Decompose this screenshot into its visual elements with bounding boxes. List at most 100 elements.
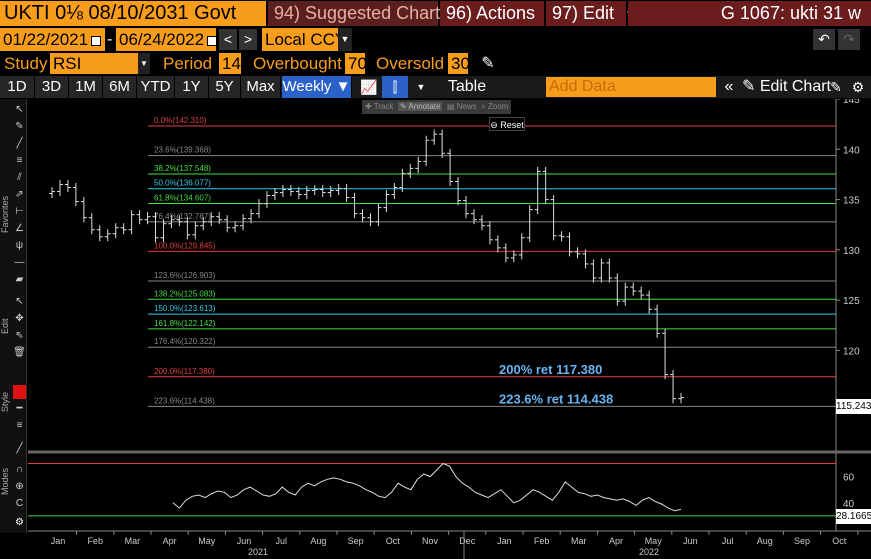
fib-level-label: 200.0%(117.380) xyxy=(154,367,215,376)
favorites-label: Favorites xyxy=(0,195,10,233)
ticker-label: G 1067: ukti 31 w xyxy=(628,1,871,26)
period-1m[interactable]: 1M xyxy=(69,76,103,98)
overbought-input[interactable]: 70 xyxy=(345,53,367,74)
arrow-icon[interactable]: ⇗ xyxy=(15,189,24,200)
actions-label: Actions xyxy=(476,3,536,23)
x-month-label: Oct xyxy=(386,536,401,546)
pencil-icon[interactable]: ✎ xyxy=(481,55,495,72)
period-3d[interactable]: 3D xyxy=(35,76,69,98)
study-select[interactable]: RSI ▼ xyxy=(50,53,150,74)
calendar-icon[interactable] xyxy=(207,35,218,46)
x-month-label: Dec xyxy=(459,536,476,546)
x-month-label: Jan xyxy=(497,536,512,546)
angle-icon[interactable]: ∠ xyxy=(15,223,24,234)
edit-chart-label: Edit Chart xyxy=(759,78,831,95)
start-date-value: 01/22/2021 xyxy=(3,30,89,49)
style-label: Style xyxy=(0,391,10,412)
candlestick-icon[interactable]: ⫿ xyxy=(382,76,408,98)
calendar-icon[interactable] xyxy=(91,35,102,46)
period-ytd[interactable]: YTD xyxy=(137,76,175,98)
cycle-icon[interactable]: C xyxy=(15,498,24,509)
x-month-label: Nov xyxy=(422,536,439,546)
gear-icon[interactable]: ⚙ xyxy=(15,517,24,528)
undo-icon[interactable]: ↶ xyxy=(813,29,835,50)
move-icon[interactable]: ✥ xyxy=(15,313,24,324)
y-tick-label: 125 xyxy=(843,296,860,307)
fib-level-label: 223.6%(114.438) xyxy=(154,396,215,405)
suggested-charts-menu[interactable]: 94) Suggested Charts xyxy=(268,1,449,26)
y-tick-label: 135 xyxy=(843,196,860,207)
study-bar: Study RSI ▼ Period 14 Overbought 70 Over… xyxy=(0,53,871,75)
add-data-input[interactable]: Add Data xyxy=(546,77,716,97)
price-chart-svg[interactable]: 145 140 135 130 125 120 0.0%(142.310) 23.6%(139… xyxy=(28,99,871,559)
start-date-field[interactable]: 01/22/2021 xyxy=(0,28,105,51)
security-title[interactable]: UKTI 0⅛ 08/10/2031 Govt xyxy=(0,1,266,26)
date-separator: - xyxy=(107,31,113,48)
table-button[interactable]: Table xyxy=(447,78,487,95)
period-input[interactable]: 14 xyxy=(219,53,241,74)
fibonacci-icon[interactable]: ≡ xyxy=(16,155,23,166)
x-month-label: Sep xyxy=(348,536,364,546)
chart-area[interactable]: 145 140 135 130 125 120 0.0%(142.310) 23.6%(139… xyxy=(28,99,871,559)
x-month-label: Sep xyxy=(794,536,810,546)
x-month-label: Aug xyxy=(757,536,773,546)
news-button[interactable]: ▤ News xyxy=(446,102,477,111)
edit-settings-icon[interactable]: ✎ xyxy=(830,79,842,95)
chevron-down-icon: ▼ xyxy=(138,53,150,74)
annotate-button[interactable]: ✎ Annotate xyxy=(397,102,443,111)
magnet-icon[interactable]: ∩ xyxy=(15,464,24,475)
period-label: Period xyxy=(163,54,213,73)
shape-icon[interactable]: ▰ xyxy=(15,274,24,285)
chart-type-dropdown-icon[interactable]: ▼ xyxy=(416,82,426,92)
trash-icon[interactable]: 🗑 xyxy=(13,347,26,358)
edit-menu[interactable]: 97) Edit ▼ xyxy=(546,1,635,26)
fib-level-label: 150.0%(123.613) xyxy=(154,304,216,313)
next-range-button[interactable]: > xyxy=(239,29,257,50)
ruler-icon[interactable]: ⊢ xyxy=(15,206,24,217)
period-max[interactable]: Max xyxy=(241,76,281,98)
edit-label: Edit xyxy=(583,3,615,23)
reset-button[interactable]: ⊖ Reset xyxy=(489,117,525,131)
suggested-charts-label: Suggested Charts xyxy=(305,3,450,23)
x-month-label: Apr xyxy=(163,536,177,546)
period-5y[interactable]: 5Y xyxy=(209,76,241,98)
line-style-icon[interactable]: ━ xyxy=(16,403,23,414)
fib-level-label: 61.8%(134.607) xyxy=(154,194,211,203)
brush-icon[interactable]: ╱ xyxy=(16,443,23,454)
select-icon[interactable]: ↖ xyxy=(15,296,24,307)
arrow-up-icon[interactable]: ⇖ xyxy=(15,330,24,341)
trendline-icon[interactable]: ╱ xyxy=(16,138,23,149)
x-month-label: Jul xyxy=(275,536,287,546)
gear-icon[interactable]: ⚙ xyxy=(851,79,865,95)
line-chart-icon[interactable]: 📈 xyxy=(360,79,378,95)
cursor-icon[interactable]: ↖ xyxy=(15,104,24,115)
zoom-button[interactable]: ⌕ Zoom xyxy=(481,102,509,111)
end-date-field[interactable]: 06/24/2022 xyxy=(116,28,218,51)
track-button[interactable]: ✚ Track xyxy=(365,102,394,111)
line-weight-icon[interactable]: ≡ xyxy=(16,420,23,431)
oversold-input[interactable]: 30 xyxy=(448,53,470,74)
period-6m[interactable]: 6M xyxy=(103,76,137,98)
end-date-value: 06/24/2022 xyxy=(119,30,205,49)
edit-chart-button[interactable]: ✎ Edit Chart xyxy=(742,76,831,98)
period-1d[interactable]: 1D xyxy=(0,76,35,98)
crosshair-icon[interactable]: ⊕ xyxy=(15,481,24,492)
x-month-label: May xyxy=(645,536,663,546)
horizontal-line-icon[interactable]: — xyxy=(14,257,25,268)
prev-range-button[interactable]: < xyxy=(219,29,237,50)
fib-level-label: 123.6%(126.903) xyxy=(154,271,216,280)
collapse-left-icon[interactable]: « xyxy=(724,78,734,95)
actions-menu[interactable]: 96) Actions ▼ xyxy=(440,1,556,26)
pen-icon[interactable]: ✎ xyxy=(15,121,24,132)
color-swatch-icon[interactable] xyxy=(13,385,26,399)
study-value: RSI xyxy=(53,54,82,73)
pitchfork-icon[interactable]: ψ xyxy=(15,240,24,251)
period-1y[interactable]: 1Y xyxy=(175,76,209,98)
channel-icon[interactable]: ⫽ xyxy=(17,172,22,183)
currency-select[interactable]: Local CCY ▼ xyxy=(262,28,352,51)
frequency-select[interactable]: Weekly ▼ xyxy=(282,76,352,98)
study-label: Study xyxy=(4,54,48,73)
fib-level-label: 50.0%(136.077) xyxy=(154,179,211,188)
x-month-label: Mar xyxy=(571,536,587,546)
redo-icon[interactable]: ↷ xyxy=(838,29,860,50)
